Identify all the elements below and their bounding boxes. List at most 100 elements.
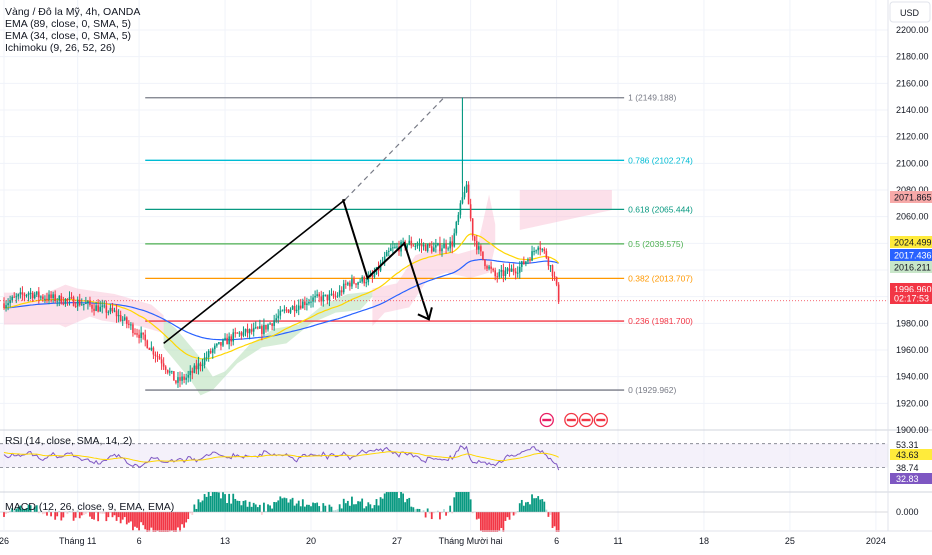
candle-body [394,247,396,248]
candle-body [50,294,52,298]
candle-body [220,342,222,346]
candle-body [247,329,249,333]
candle-body [318,294,320,296]
macd-histogram-bar [91,512,93,519]
candle-body [73,297,75,306]
candle-body [7,303,9,305]
macd-histogram-bar [146,512,148,532]
candle-body [267,324,269,329]
macd-histogram-bar [173,512,175,532]
time-tick-label: Tháng 11 [59,536,96,546]
candle-body [333,294,335,297]
candle-body [22,292,24,294]
candle-body [194,366,196,373]
candle-body [478,246,480,249]
rsi-title[interactable]: RSI (14, close, SMA, 14, 2) [5,435,132,447]
candle-body [505,271,507,276]
macd-histogram-bar [398,498,400,512]
macd-histogram-bar [539,500,541,512]
candle-body [537,248,539,251]
ichimoku-legend[interactable]: Ichimoku (9, 26, 52, 26) [5,42,115,54]
time-tick-label: 18 [699,536,709,546]
macd-histogram-bar [449,506,451,512]
macd-histogram-bar [400,492,402,512]
candle-body [200,363,202,366]
candle-body [130,324,132,325]
candle-body [171,371,173,372]
candle-body [261,326,263,334]
candle-body [488,267,490,269]
macd-histogram-bar [136,512,138,528]
time-tick-label: 26 [0,536,9,546]
candle-body [75,306,77,307]
macd-histogram-bar [519,503,521,512]
candle-body [159,357,161,360]
macd-histogram-bar [290,499,292,512]
candle-body [341,290,343,292]
candle-body [134,333,136,334]
candle-body [402,241,404,242]
candle-body [140,333,142,338]
macd-histogram-bar [486,512,488,532]
macd-histogram-bar [150,512,152,528]
candle-body [437,243,439,245]
candle-body [97,305,99,311]
candle-body [460,203,462,215]
ema89-legend[interactable]: EMA (89, close, 0, SMA, 5) [5,18,131,30]
macd-histogram-bar [216,492,218,512]
macd-histogram-bar [183,512,185,528]
candle-body [280,311,282,316]
candle-body [245,329,247,332]
macd-title[interactable]: MACD (12, 26, close, 9, EMA, EMA) [5,501,174,513]
candle-body [539,248,541,250]
macd-histogram-bar [236,501,238,512]
ema34-legend[interactable]: EMA (34, close, 0, SMA, 5) [5,30,131,42]
macd-histogram-bar [251,507,253,512]
macd-histogram-bar [523,506,525,512]
macd-histogram-bar [157,512,159,531]
candle-body [302,302,304,309]
macd-histogram-bar [214,492,216,512]
macd-histogram-bar [257,507,259,512]
macd-histogram-bar [345,503,347,512]
candle-body [298,306,300,310]
candle-body [496,276,498,277]
price-tick-label: 2140.00 [896,105,929,115]
macd-histogram-bar [556,512,558,532]
price-badge-text: 2071.865 [894,193,932,203]
candle-body [331,294,333,295]
candle-body [112,308,114,311]
candle-body [355,283,357,284]
macd-histogram-bar [312,503,314,512]
macd-histogram-bar [382,499,384,512]
macd-histogram-bar [247,507,249,512]
macd-histogram-bar [105,512,107,521]
candle-body [230,336,232,341]
candle-body [413,246,415,247]
macd-histogram-bar [365,506,367,512]
macd-histogram-bar [288,503,290,512]
candle-body [417,245,419,246]
candle-body [306,303,308,305]
candle-body [410,241,412,246]
candle-body [490,267,492,269]
candle-body [34,295,36,299]
candle-body [345,284,347,285]
candle-body [144,335,146,341]
candle-body [243,332,245,336]
macd-histogram-bar [339,504,341,512]
candle-body [427,244,429,251]
rsi-badge-text: 53.31 [896,440,919,450]
price-badge-text: 2016.211 [894,263,931,273]
candle-body [484,260,486,266]
macd-histogram-bar [543,502,545,512]
macd-histogram-bar [185,512,187,522]
event-markers[interactable] [540,414,607,427]
macd-histogram-bar [263,503,265,512]
candle-body [265,325,267,330]
macd-histogram-bar [455,492,457,512]
macd-histogram-bar [228,494,230,512]
macd-histogram-bar [122,512,124,520]
